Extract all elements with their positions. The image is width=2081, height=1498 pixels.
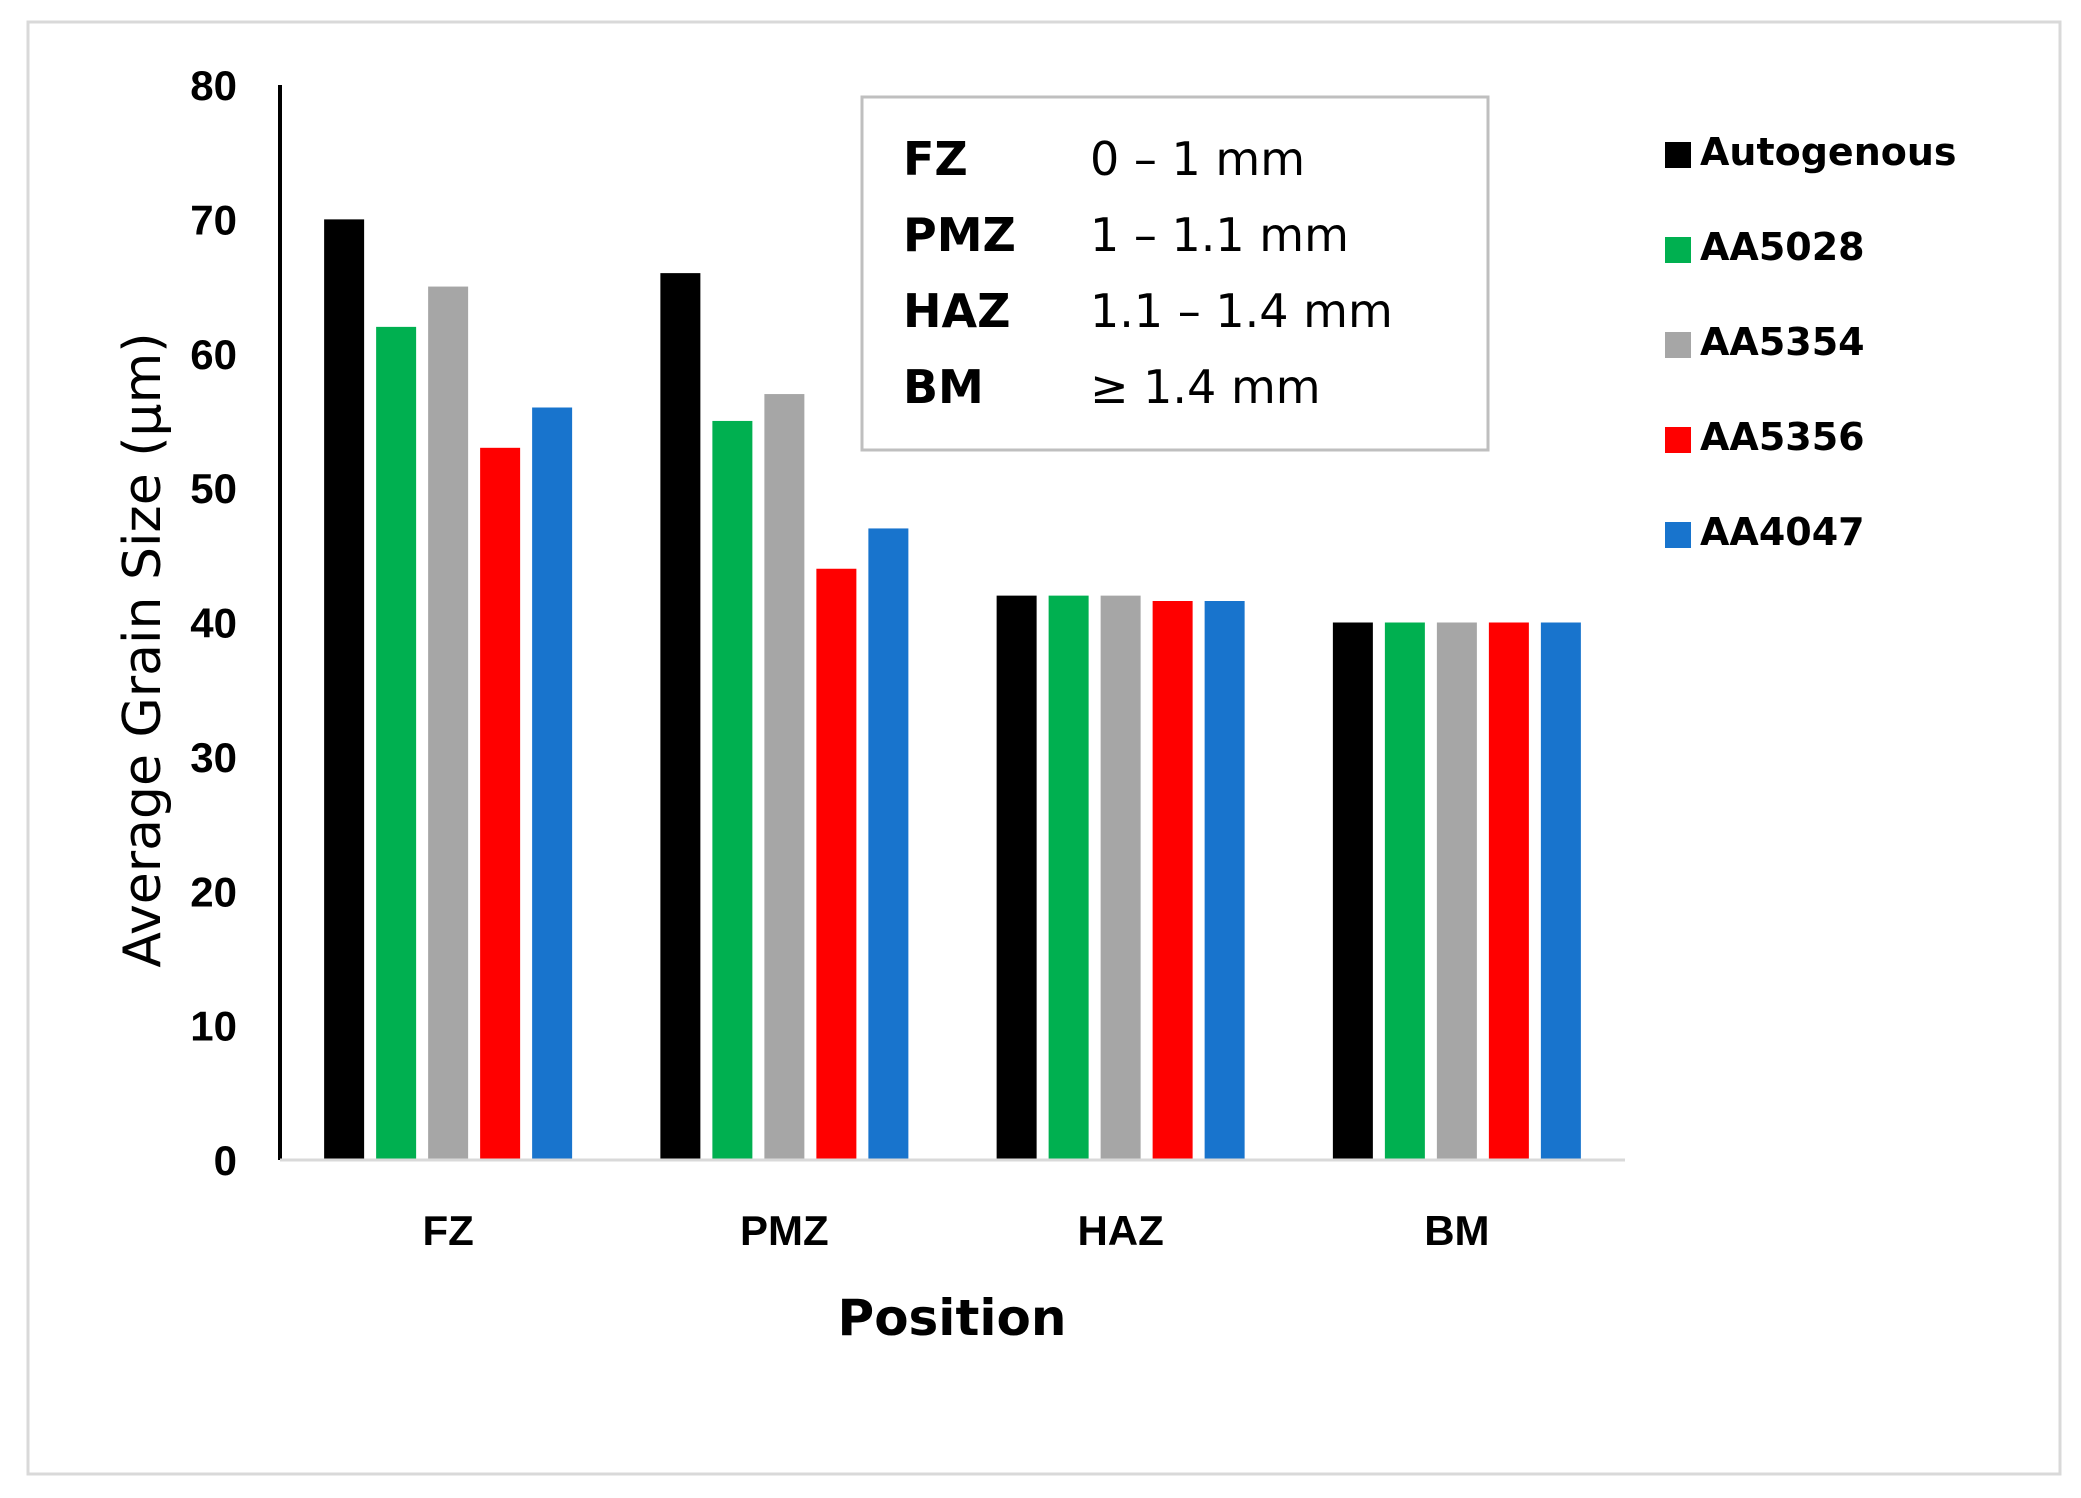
legend-label-aa4047: AA4047 <box>1700 510 1865 554</box>
bar-fz-aa5028 <box>376 326 417 1160</box>
bar-fz-autogenous <box>324 219 365 1160</box>
x-category-label: FZ <box>422 1207 473 1254</box>
zone-key-haz: HAZ <box>903 284 1010 338</box>
zone-ranges-box <box>860 95 1490 452</box>
bar-haz-aa4047 <box>1204 601 1245 1160</box>
legend-label-aa5028: AA5028 <box>1700 225 1865 269</box>
bar-fz-aa5354 <box>428 286 469 1160</box>
zone-key-pmz: PMZ <box>903 208 1016 262</box>
x-axis-title: Position <box>838 1289 1067 1347</box>
zone-range-haz: 1.1 – 1.4 mm <box>1090 284 1393 338</box>
zone-range-bm: ≥ 1.4 mm <box>1090 360 1321 414</box>
bar-haz-aa5028 <box>1048 595 1089 1160</box>
y-tick-label: 80 <box>190 62 237 109</box>
y-axis-title: Average Grain Size (µm) <box>113 332 173 967</box>
bars <box>324 219 1581 1160</box>
y-axis-ticks: 0 10 20 30 40 50 60 70 80 <box>190 62 237 1184</box>
bar-pmz-aa5028 <box>712 420 753 1160</box>
legend-label-autogenous: Autogenous <box>1700 130 1957 174</box>
bar-pmz-aa4047 <box>868 528 909 1160</box>
y-tick-label: 70 <box>190 196 237 243</box>
zone-ranges: FZ 0 – 1 mm PMZ 1 – 1.1 mm HAZ 1.1 – 1.4 mm BM… <box>903 132 1393 414</box>
bar-haz-autogenous <box>996 595 1037 1160</box>
bar-bm-autogenous <box>1332 622 1373 1160</box>
legend-swatch-aa5356 <box>1665 427 1691 453</box>
zone-key-fz: FZ <box>903 132 968 186</box>
y-tick-label: 50 <box>190 465 237 512</box>
legend: Autogenous AA5028 AA5354 AA5356 AA4047 <box>1665 130 1957 554</box>
bar-fz-aa5356 <box>480 447 521 1160</box>
legend-swatch-autogenous <box>1665 142 1691 168</box>
legend-label-aa5354: AA5354 <box>1700 320 1865 364</box>
bar-bm-aa5354 <box>1436 622 1477 1160</box>
bar-bm-aa5028 <box>1384 622 1425 1160</box>
zone-range-pmz: 1 – 1.1 mm <box>1090 208 1349 262</box>
x-category-label: PMZ <box>740 1207 829 1254</box>
bar-pmz-autogenous <box>660 273 701 1160</box>
bar-haz-aa5354 <box>1100 595 1141 1160</box>
bar-pmz-aa5356 <box>816 568 857 1160</box>
bar-haz-aa5356 <box>1152 601 1193 1160</box>
y-tick-label: 10 <box>190 1003 237 1050</box>
legend-swatch-aa5354 <box>1665 332 1691 358</box>
bar-bm-aa5356 <box>1488 622 1529 1160</box>
y-tick-label: 20 <box>190 868 237 915</box>
x-category-label: BM <box>1424 1207 1489 1254</box>
y-tick-label: 0 <box>214 1137 237 1184</box>
x-category-label: HAZ <box>1077 1207 1163 1254</box>
zone-key-bm: BM <box>903 360 984 414</box>
bar-pmz-aa5354 <box>764 394 805 1160</box>
zone-range-fz: 0 – 1 mm <box>1090 132 1305 186</box>
legend-swatch-aa4047 <box>1665 522 1691 548</box>
legend-swatch-aa5028 <box>1665 237 1691 263</box>
y-tick-label: 30 <box>190 734 237 781</box>
bar-bm-aa4047 <box>1540 622 1581 1160</box>
legend-label-aa5356: AA5356 <box>1700 415 1865 459</box>
x-axis-categories: FZ PMZ HAZ BM <box>422 1207 1489 1254</box>
bar-fz-aa4047 <box>532 407 573 1160</box>
y-tick-label: 60 <box>190 331 237 378</box>
y-tick-label: 40 <box>190 600 237 647</box>
